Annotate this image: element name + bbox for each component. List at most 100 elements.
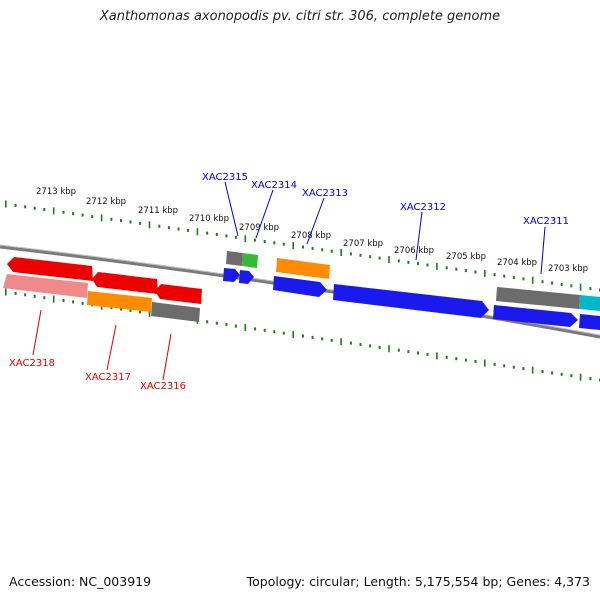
lower-scale-minor-tick <box>397 348 400 352</box>
lower-scale-minor-tick <box>273 330 276 334</box>
upper-scale-minor-tick <box>474 270 477 274</box>
lower-scale-minor-tick <box>426 353 429 356</box>
gene-label-xac2316[interactable]: XAC2316 <box>140 381 186 392</box>
lower-scale-minor-tick <box>378 345 381 349</box>
lower-scale-major-tick <box>148 309 151 317</box>
lower-scale-minor-tick <box>474 360 477 363</box>
gene-feature-xac2312[interactable] <box>333 284 489 318</box>
gene-feature-xac2315-b[interactable] <box>239 270 254 284</box>
upper-scale-major-tick <box>531 276 534 284</box>
upper-scale-minor-tick <box>187 228 189 232</box>
upper-scale-minor-tick <box>234 235 237 239</box>
upper-scale-minor-tick <box>359 253 362 257</box>
genome-summary-text: Topology: circular; Length: 5,175,554 bp… <box>246 574 590 589</box>
gene-label-xac2314[interactable]: XAC2314 <box>251 180 297 191</box>
upper-scale-minor-tick <box>378 256 381 260</box>
gene-feature-xac2316-red[interactable] <box>155 284 202 304</box>
upper-scale-minor-tick <box>62 210 65 214</box>
lower-scale-minor-tick <box>43 296 46 300</box>
upper-scale-minor-tick <box>321 248 324 252</box>
lower-scale-minor-tick <box>225 323 228 327</box>
lower-scale-minor-tick <box>570 374 573 378</box>
lower-scale-major-tick <box>388 345 390 353</box>
upper-scale-minor-tick <box>177 227 180 231</box>
gene-label-xac2313[interactable]: XAC2313 <box>302 188 348 199</box>
lower-scale-minor-tick <box>551 371 554 375</box>
lower-scale-minor-tick <box>311 335 314 339</box>
upper-scale-major-tick <box>436 262 438 270</box>
lower-scale-minor-tick <box>407 350 410 354</box>
tick-label: 2711 kbp <box>138 206 178 216</box>
genome-title: Xanthomonas axonopodis pv. citri str. 30… <box>99 9 501 24</box>
upper-scale-major-tick <box>148 221 151 229</box>
gene-feature-xac2311-blue[interactable] <box>493 305 578 327</box>
tick-label: 2703 kbp <box>548 264 588 274</box>
gene-feature-xac2310-blue[interactable] <box>579 314 600 330</box>
gene-feature-xac2317-red[interactable] <box>92 272 158 294</box>
upper-scale-minor-tick <box>512 276 515 279</box>
tick-label: 2710 kbp <box>189 214 229 224</box>
lower-scale-major-tick <box>5 288 7 296</box>
upper-scale-minor-tick <box>445 266 448 270</box>
lower-scale-minor-tick <box>254 327 257 331</box>
upper-scale-minor-tick <box>282 242 285 246</box>
lower-scale-minor-tick <box>493 362 496 366</box>
upper-scale-minor-tick <box>464 269 467 273</box>
upper-scale-minor-tick <box>110 217 113 221</box>
label-callouts <box>32 181 546 381</box>
lower-scale-minor-tick <box>369 344 372 348</box>
gene-feature-xac2313-orange[interactable] <box>276 258 330 279</box>
upper-scale-minor-tick <box>407 260 410 264</box>
upper-scale-minor-tick <box>570 284 573 288</box>
gene-label-xac2311[interactable]: XAC2311 <box>523 216 569 227</box>
tick-label: 2712 kbp <box>86 197 126 207</box>
upper-scale-major-tick <box>340 249 342 256</box>
gene-label-xac2312[interactable]: XAC2312 <box>400 202 446 213</box>
gene-label-xac2317[interactable]: XAC2317 <box>85 372 131 383</box>
callout-xac2318 <box>32 309 42 356</box>
lower-scale-minor-tick <box>62 299 65 302</box>
lower-scale-minor-tick <box>512 365 515 369</box>
tick-label: 2704 kbp <box>497 258 537 268</box>
gene-feature-xac2314-green[interactable] <box>242 253 258 268</box>
callout-xac2315 <box>224 181 239 237</box>
gene-feature-xac2314-grey[interactable] <box>226 251 243 266</box>
gene-feature-xac2311-cyan[interactable] <box>579 295 600 311</box>
callout-xac2312 <box>415 211 423 261</box>
upper-scale-minor-tick <box>426 263 429 267</box>
lower-scale-minor-tick <box>330 338 333 342</box>
gene-feature-xac2315-a[interactable] <box>223 268 240 282</box>
upper-scale-minor-tick <box>493 273 496 277</box>
gene-feature-xac2317-orange[interactable] <box>87 291 152 312</box>
upper-scale-minor-tick <box>158 224 161 228</box>
lower-scale-minor-tick <box>129 309 132 312</box>
gene-feature-xac2318-pink[interactable] <box>3 274 88 298</box>
gene-feature-xac2313-blue[interactable] <box>273 276 327 297</box>
gene-label-xac2315[interactable]: XAC2315 <box>202 172 248 183</box>
upper-scale-minor-tick <box>551 281 554 285</box>
lower-scale-minor-tick <box>560 372 563 376</box>
gene-feature-xac2311-grey[interactable] <box>496 287 580 309</box>
upper-scale-minor-tick <box>330 249 333 253</box>
upper-scale-major-tick <box>579 283 582 291</box>
lower-scale-minor-tick <box>541 370 544 373</box>
upper-scale-major-tick <box>52 207 55 215</box>
gene-feature-xac2316-grey[interactable] <box>151 302 200 322</box>
upper-scale-minor-tick <box>541 280 544 284</box>
lower-scale-minor-tick <box>445 355 448 359</box>
lower-scale-major-tick <box>244 324 247 331</box>
lower-scale-minor-tick <box>24 293 27 297</box>
tick-label: 2713 kbp <box>36 187 76 197</box>
lower-scale-minor-tick <box>349 341 352 345</box>
tick-label: 2707 kbp <box>343 239 383 249</box>
upper-scale-minor-tick <box>589 287 592 291</box>
upper-scale-minor-tick <box>417 262 419 266</box>
callout-xac2311 <box>540 226 546 275</box>
upper-scale-minor-tick <box>397 259 400 263</box>
gene-label-xac2318[interactable]: XAC2318 <box>9 358 55 369</box>
callout-xac2316 <box>162 333 172 381</box>
lower-scale-minor-tick <box>359 343 362 346</box>
lower-scale-minor-tick <box>234 324 237 328</box>
gene-feature-xac2318-red[interactable] <box>7 257 93 281</box>
